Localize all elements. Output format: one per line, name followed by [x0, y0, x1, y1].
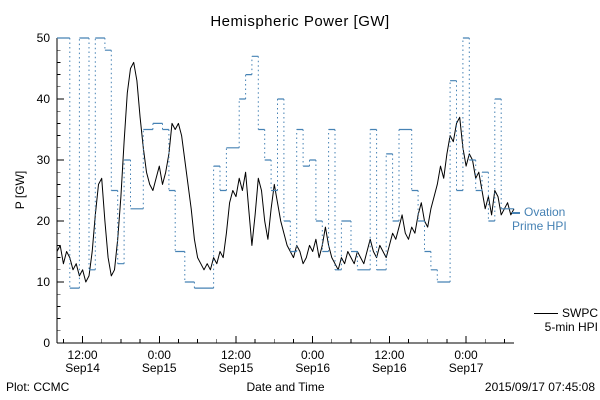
x-tick-date-label: Sep14 — [65, 361, 100, 375]
x-tick-time-label: 12:00 — [68, 348, 98, 362]
x-tick-date-label: Sep15 — [142, 361, 177, 375]
legend-ovation-line1: Ovation — [512, 205, 567, 219]
x-tick-date-label: Sep15 — [219, 361, 254, 375]
x-tick-time-label: 0:00 — [148, 348, 172, 362]
y-axis-label: P [GW] — [13, 170, 27, 210]
swpc-legend-line-icon — [534, 313, 558, 315]
y-tick-label: 50 — [37, 31, 51, 45]
x-axis-label: Date and Time — [246, 380, 325, 394]
plot-timestamp: 2015/09/17 07:45:08 — [484, 380, 595, 394]
x-tick-date-label: Sep16 — [295, 361, 330, 375]
swpc-line — [57, 61, 515, 283]
legend-swpc-line1: SWPC — [508, 306, 598, 320]
legend-ovation-label2: Prime HPI — [512, 219, 567, 233]
legend-ovation: Ovation Prime HPI — [512, 205, 567, 233]
ovation-step-segments — [57, 37, 514, 289]
chart-title: Hemispheric Power [GW] — [210, 13, 390, 30]
legend-ovation-label1: Ovation — [524, 205, 566, 219]
x-tick-time-label: 0:00 — [301, 348, 325, 362]
plot-credit: Plot: CCMC — [6, 380, 70, 394]
legend-swpc-label1: SWPC — [562, 306, 598, 320]
x-tick-date-label: Sep16 — [372, 361, 407, 375]
x-tick-date-label: Sep17 — [449, 361, 484, 375]
legend-swpc-label2: 5-min HPI — [544, 320, 598, 334]
y-tick-label: 40 — [37, 92, 51, 106]
y-tick-label: 0 — [43, 336, 50, 350]
y-tick-label: 10 — [37, 275, 51, 289]
x-tick-time-label: 12:00 — [374, 348, 404, 362]
y-tick-label: 20 — [37, 214, 51, 228]
x-tick-time-label: 0:00 — [454, 348, 478, 362]
ovation-legend-dash-icon — [512, 211, 520, 214]
y-tick-label: 30 — [37, 153, 51, 167]
ovation-step-connectors — [69, 38, 502, 289]
x-tick-time-label: 12:00 — [221, 348, 251, 362]
legend-swpc: SWPC 5-min HPI — [508, 306, 598, 334]
